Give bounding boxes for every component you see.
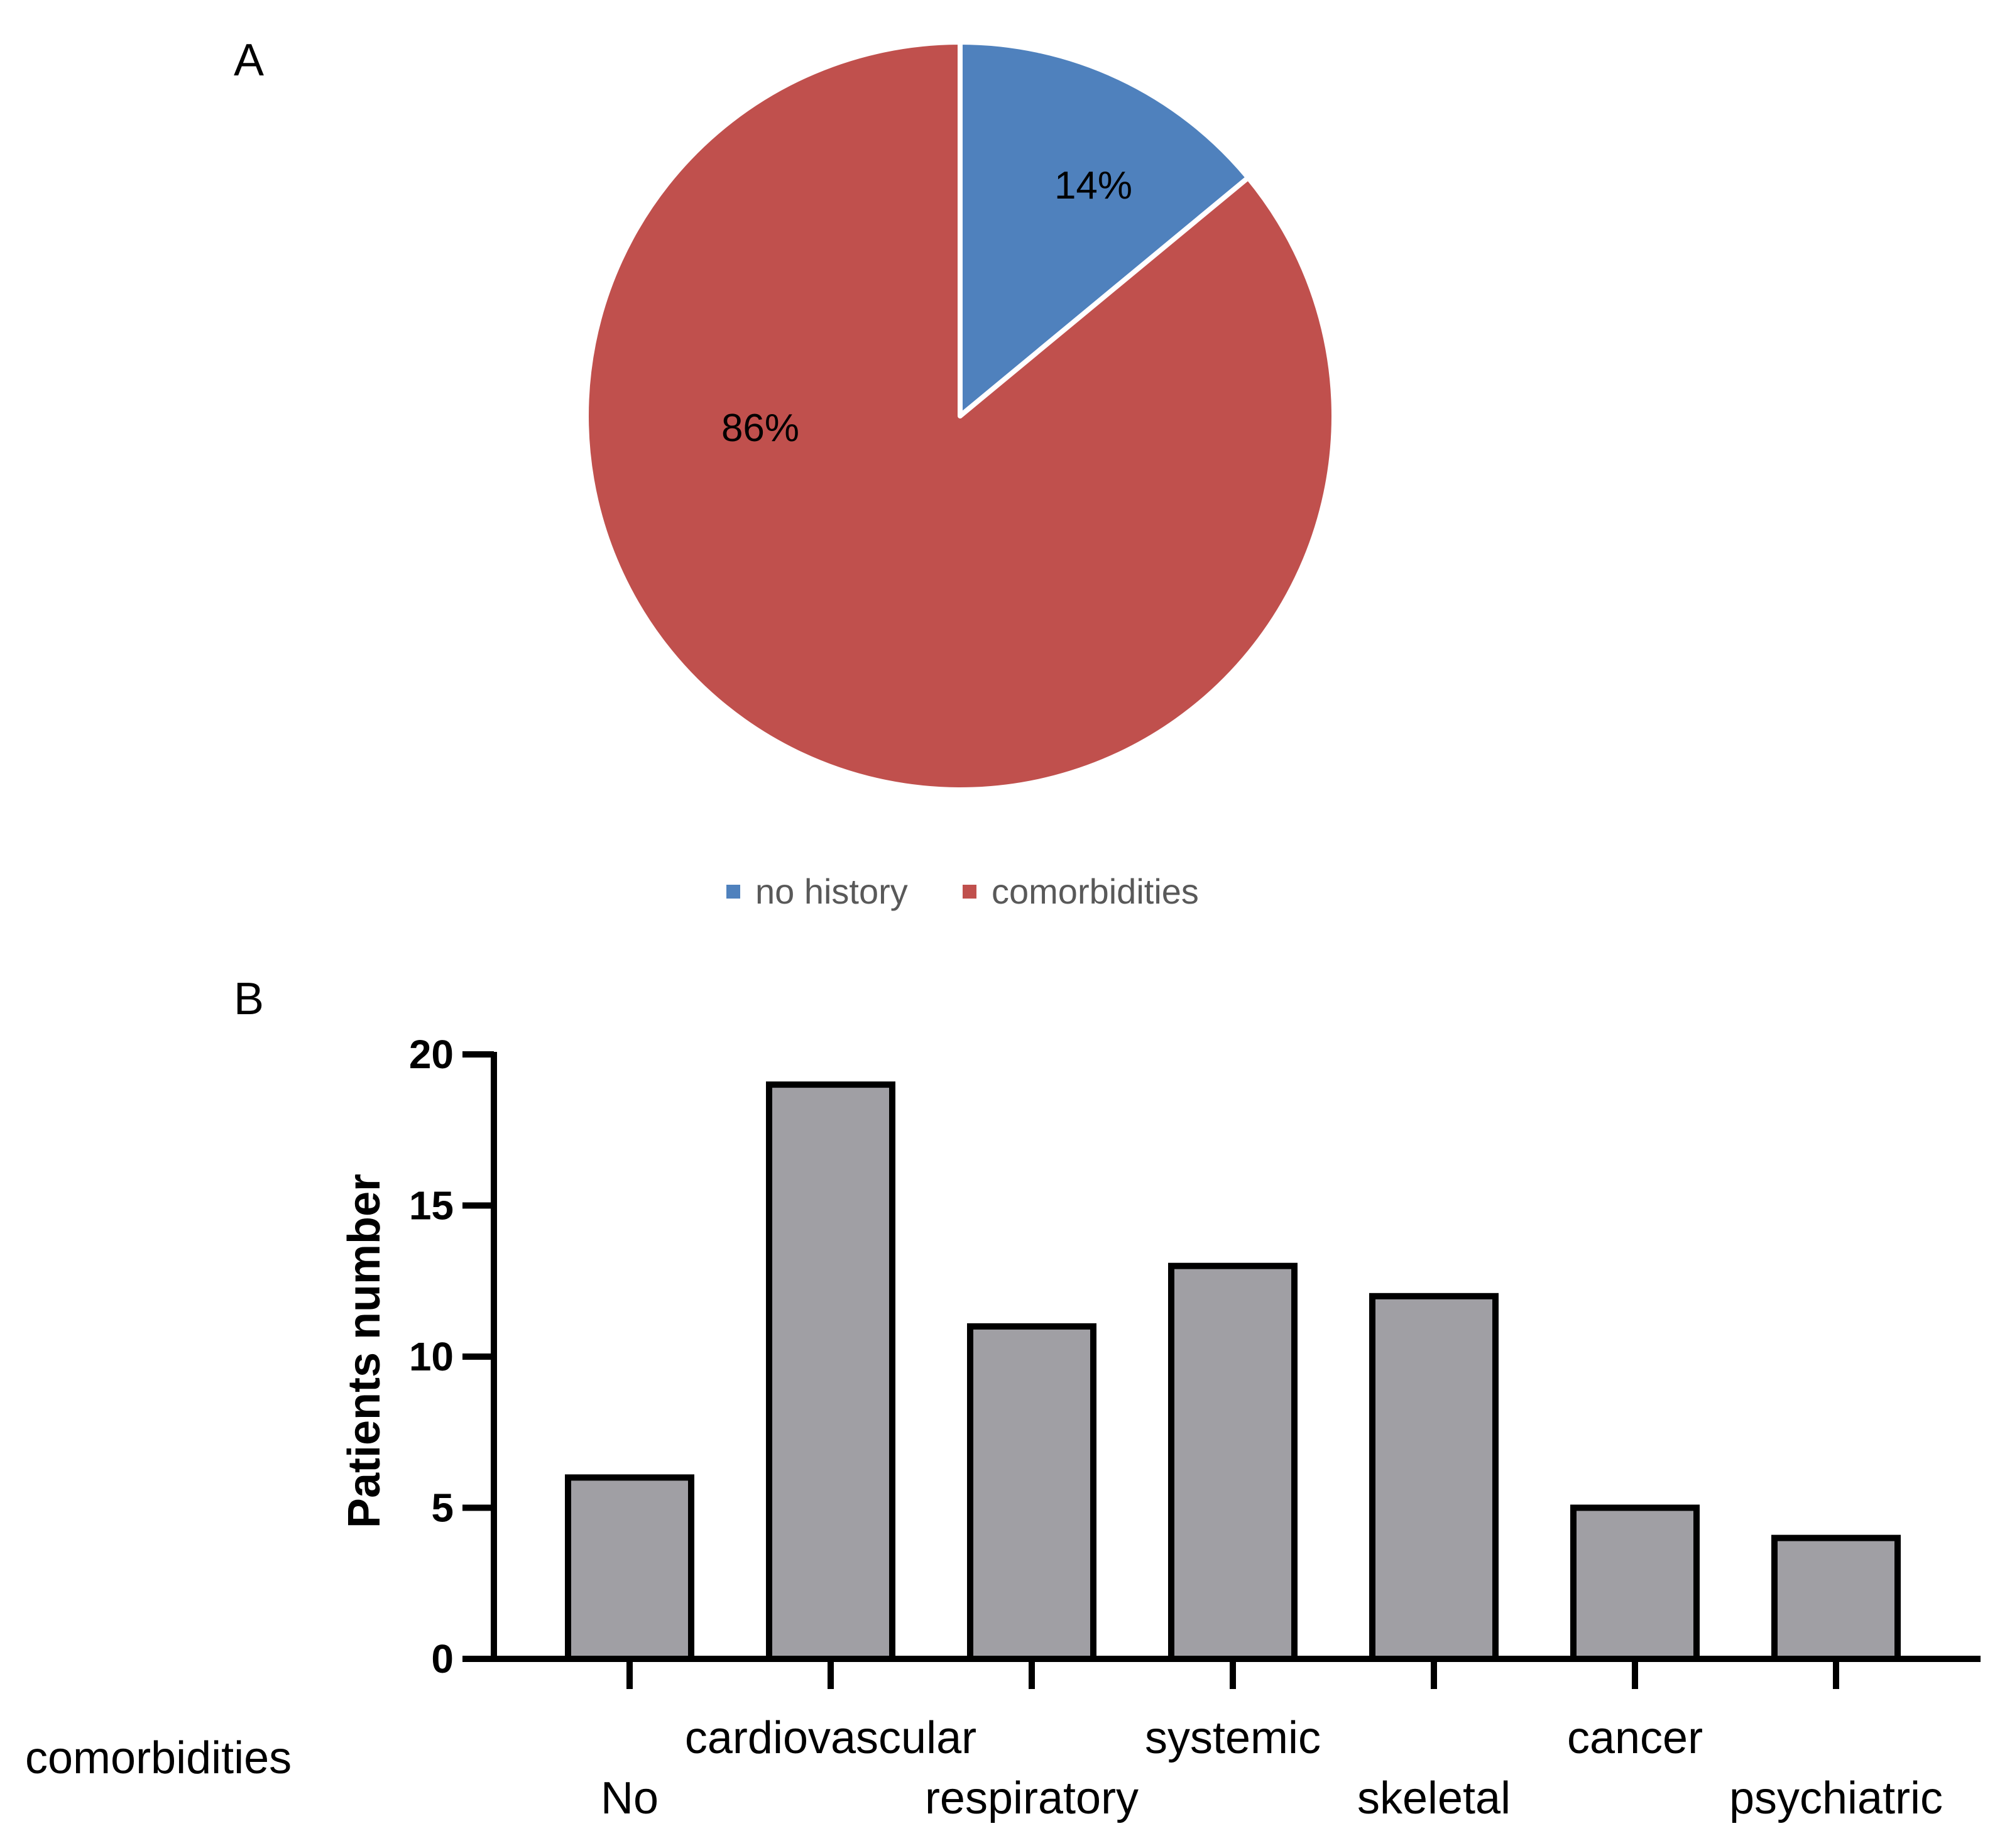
bar-respiratory xyxy=(967,1323,1096,1662)
y-tick-label-10: 10 xyxy=(409,1334,454,1379)
bar-systemic xyxy=(1168,1262,1298,1662)
y-tick-label-15: 15 xyxy=(409,1183,454,1228)
y-axis-title: Patients number xyxy=(339,1174,390,1528)
bar-cardiovascular xyxy=(766,1081,895,1662)
legend-swatch-no-history xyxy=(726,885,740,899)
legend-swatch-comorbidities xyxy=(963,885,976,899)
x-label-cardiovascular: cardiovascular xyxy=(685,1713,976,1763)
x-label-respiratory: respiratory xyxy=(925,1773,1139,1823)
x-label-skeletal: skeletal xyxy=(1357,1773,1511,1823)
bar-chart xyxy=(565,1081,1901,1663)
pie-chart xyxy=(584,40,1336,792)
pie-data-labels: 14% 86% xyxy=(721,164,1132,450)
bar-skeletal xyxy=(1369,1293,1499,1663)
pie-slice-no-history xyxy=(958,40,1251,418)
pie-legend: no history comorbidities xyxy=(726,872,1199,911)
pie-label-comorbidities: 86% xyxy=(721,407,799,450)
panel-b-label: B xyxy=(234,974,264,1024)
y-tick-label-20: 20 xyxy=(409,1032,454,1077)
x-label-cancer: cancer xyxy=(1567,1713,1703,1763)
legend-label-no-history: no history xyxy=(755,872,908,911)
y-tick-label-5: 5 xyxy=(431,1485,454,1531)
bar-psychiatric xyxy=(1771,1534,1901,1663)
bar-cancer xyxy=(1570,1504,1700,1662)
x-label-no: No xyxy=(601,1773,659,1823)
y-tick-label-0: 0 xyxy=(431,1636,454,1681)
bar-no xyxy=(565,1474,694,1662)
x-axis-row-label: comorbidities xyxy=(25,1733,292,1783)
panel-a-label: A xyxy=(234,35,264,85)
y-tick-labels: 0 5 10 15 20 xyxy=(409,1032,454,1681)
pie-slice-comorbidities xyxy=(584,40,1336,792)
pie-label-no-history: 14% xyxy=(1054,164,1132,207)
x-label-systemic: systemic xyxy=(1145,1713,1321,1763)
legend-label-comorbidities: comorbidities xyxy=(992,872,1199,911)
x-label-psychiatric: psychiatric xyxy=(1729,1773,1943,1823)
